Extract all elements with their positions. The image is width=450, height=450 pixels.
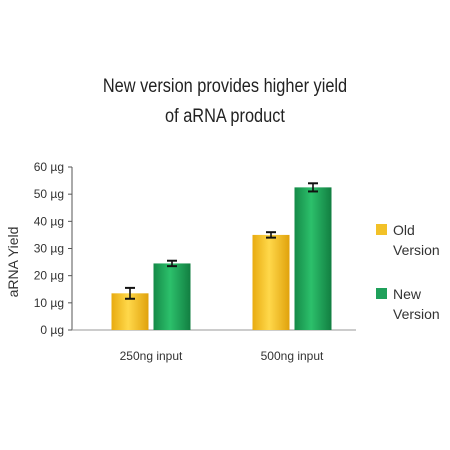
y-tick-label: 60 µg — [34, 160, 64, 174]
x-category-label: 500ng input — [261, 349, 324, 363]
bar-old-500ng — [252, 234, 290, 330]
x-category-label: 250ng input — [120, 349, 183, 363]
legend-label-new: New Version — [393, 286, 440, 322]
bar-new-500ng — [294, 187, 332, 330]
chart-title-line-2: of aRNA product — [165, 106, 285, 127]
legend-swatch-old — [376, 224, 387, 235]
y-axis-label: aRNA Yield — [5, 227, 21, 298]
legend-label-old: Old Version — [393, 222, 440, 258]
y-tick-label: 30 µg — [34, 242, 64, 256]
legend-swatch-new — [376, 288, 387, 299]
y-tick-label: 0 µg — [40, 323, 64, 337]
chart-title-line-1: New version provides higher yield — [102, 76, 348, 97]
y-tick-label: 20 µg — [34, 269, 64, 283]
legend-item-new-version: New Version — [376, 284, 450, 324]
y-tick-label: 10 µg — [34, 296, 64, 310]
y-tick-label: 50 µg — [34, 187, 64, 201]
bar-new-250ng — [153, 263, 191, 330]
y-tick-label: 40 µg — [34, 214, 64, 228]
legend-item-old-version: Old Version — [376, 220, 450, 260]
